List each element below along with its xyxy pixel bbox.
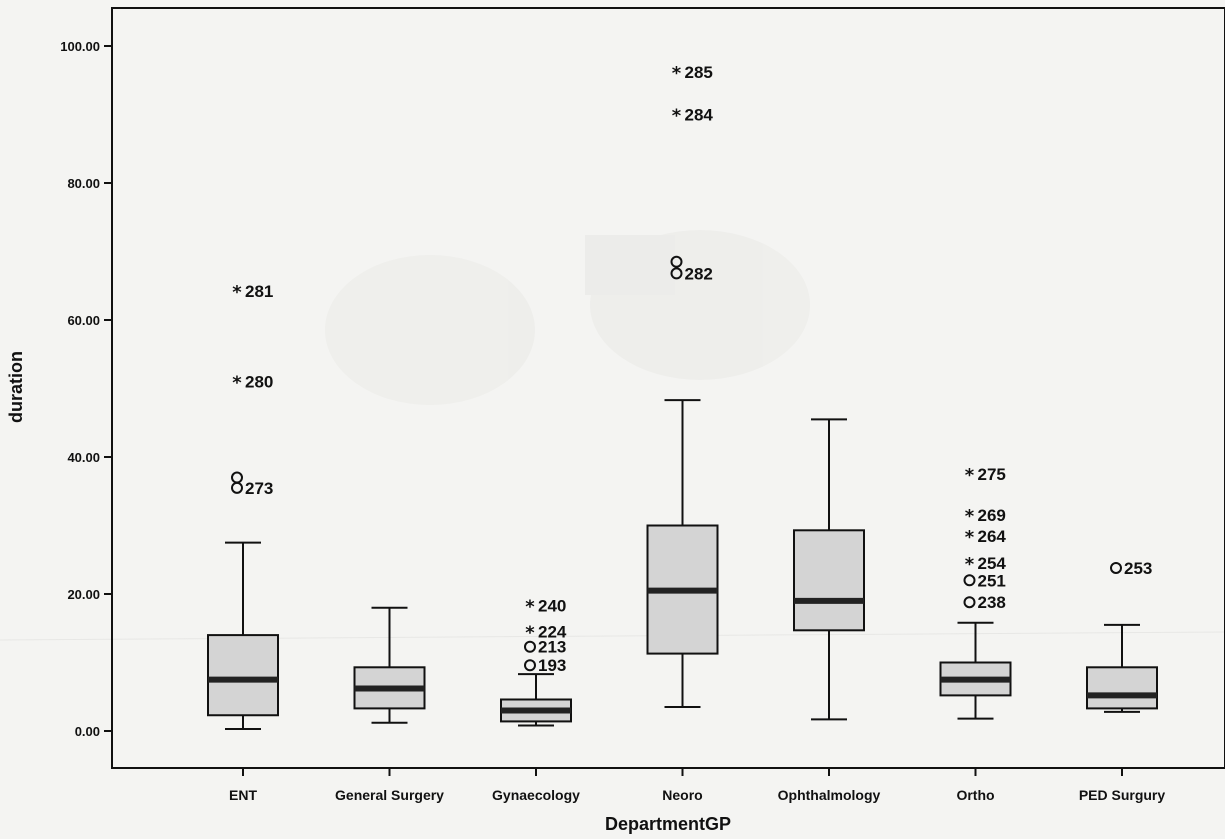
outlier-star-marker: * [965, 527, 975, 548]
outlier-star-marker: * [965, 554, 975, 575]
outlier-240: * 240 [525, 597, 566, 618]
y-axis-title: duration [6, 351, 26, 423]
outlier-circle-marker [524, 640, 536, 653]
outlier-label: 193 [538, 656, 566, 675]
outlier-label: 275 [978, 465, 1006, 484]
x-axis: ENT General Surgery Gynaecology Neoro Ophtha… [229, 768, 1165, 803]
box-neoro [646, 399, 719, 709]
outlier-label: 213 [538, 638, 566, 657]
x-tick-label: ENT [229, 787, 257, 803]
x-tick-label: Gynaecology [492, 787, 580, 803]
box-ent [207, 541, 279, 730]
outlier-circle-marker [231, 471, 243, 484]
outlier-unlabeled [231, 471, 243, 484]
y-tick-label: 40.00 [67, 450, 100, 465]
box-iqr [793, 529, 865, 632]
outlier-label: 253 [1124, 559, 1152, 578]
outlier-star-marker: * [672, 106, 682, 127]
outlier-264: * 264 [965, 527, 1007, 548]
y-tick-label: 100.00 [60, 39, 100, 54]
outlier-label: 285 [685, 63, 713, 82]
outlier-star-marker: * [525, 597, 535, 618]
outlier-label: 254 [978, 554, 1007, 573]
y-axis: 0.00 20.00 40.00 60.00 80.00 100.00 [60, 39, 112, 739]
background-ghost [0, 230, 1225, 641]
outlier-circle-marker [670, 267, 683, 280]
outlier-circle-marker [1110, 561, 1122, 574]
box-ophthalmology [793, 418, 865, 721]
outlier-285: * 285 [672, 63, 713, 84]
outlier-254: * 254 [965, 554, 1007, 575]
outlier-253: 253 [1110, 559, 1152, 578]
x-axis-title: DepartmentGP [605, 814, 731, 834]
outlier-label: 281 [245, 282, 273, 301]
y-tick-label: 60.00 [67, 313, 100, 328]
outlier-circle-marker [963, 574, 976, 587]
outlier-star-marker: * [525, 623, 535, 644]
outlier-284: * 284 [672, 106, 714, 127]
outlier-star-marker: * [232, 373, 242, 394]
outlier-281: * 281 [232, 282, 273, 303]
outlier-280: * 280 [232, 373, 273, 394]
outlier-circle-marker [231, 481, 243, 494]
box-gynaecology [500, 673, 572, 727]
outlier-282: 282 [670, 264, 713, 283]
outlier-label: 282 [685, 264, 713, 283]
outlier-label: 240 [538, 597, 566, 616]
box-iqr [1086, 666, 1158, 710]
x-tick-label: Ophthalmology [778, 787, 881, 803]
box-iqr [207, 634, 279, 717]
y-tick-label: 80.00 [67, 176, 100, 191]
outlier-star-marker: * [965, 506, 975, 527]
outlier-label: 284 [685, 106, 714, 125]
outlier-label: 280 [245, 373, 273, 392]
y-tick-label: 0.00 [75, 724, 100, 739]
outlier-label: 251 [978, 571, 1006, 590]
outlier-251: 251 [963, 571, 1006, 590]
outlier-224: * 224 [525, 623, 567, 644]
outlier-circle-marker [963, 596, 976, 609]
outlier-circle-marker [524, 659, 536, 672]
box-ortho [939, 621, 1012, 720]
outlier-label: 269 [978, 506, 1006, 525]
box-general-surgery [353, 606, 426, 724]
outlier-213: 213 [524, 638, 566, 657]
outlier-star-marker: * [672, 63, 682, 84]
outlier-273: 273 [231, 479, 273, 498]
box-ped-surgury [1086, 623, 1158, 713]
x-tick-label: General Surgery [335, 787, 444, 803]
outlier-label: 273 [245, 479, 273, 498]
outlier-269: * 269 [965, 506, 1006, 527]
outlier-label: 238 [978, 593, 1006, 612]
outlier-label: 264 [978, 527, 1007, 546]
outlier-275: * 275 [965, 465, 1006, 486]
outlier-label: 224 [538, 623, 567, 642]
x-tick-label: Ortho [956, 787, 994, 803]
x-tick-label: Neoro [662, 787, 702, 803]
boxes [207, 399, 1158, 730]
outlier-circle-marker [670, 255, 683, 268]
outlier-unlabeled [670, 255, 683, 268]
outlier-star-marker: * [232, 282, 242, 303]
outlier-193: 193 [524, 656, 566, 675]
outlier-star-marker: * [965, 465, 975, 486]
outlier-238: 238 [963, 593, 1006, 612]
x-tick-label: PED Surgury [1079, 787, 1166, 803]
y-tick-label: 20.00 [67, 587, 100, 602]
